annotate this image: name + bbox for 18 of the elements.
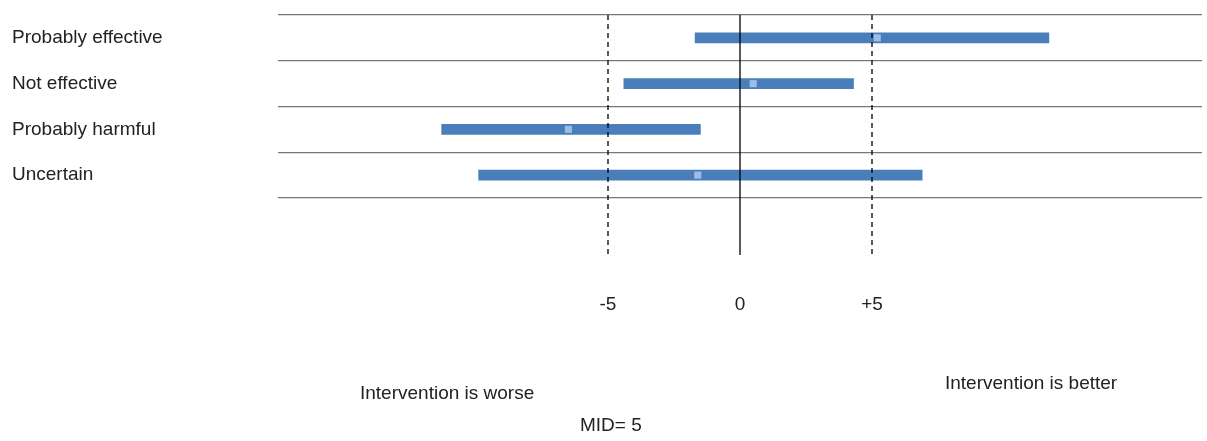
bar bbox=[478, 169, 923, 181]
point bbox=[694, 171, 702, 179]
y-tick-label: Not effective bbox=[12, 71, 118, 93]
text: MID= 5 bbox=[580, 413, 642, 437]
point bbox=[564, 125, 572, 133]
y-tick-label: Probably harmful bbox=[12, 117, 156, 139]
point bbox=[749, 80, 757, 88]
point bbox=[873, 34, 881, 42]
x-tick-label: -5 bbox=[599, 292, 617, 314]
text: Intervention is worse bbox=[360, 381, 535, 405]
x-tick-label: 0 bbox=[734, 292, 746, 314]
y-tick-label: Probably effective bbox=[12, 26, 163, 48]
bar bbox=[694, 32, 1050, 44]
bar bbox=[441, 124, 701, 135]
text: Intervention is better bbox=[945, 371, 1118, 395]
x-tick-label: +5 bbox=[861, 292, 883, 314]
bar bbox=[623, 78, 854, 89]
y-tick-label: Uncertain bbox=[12, 163, 94, 185]
